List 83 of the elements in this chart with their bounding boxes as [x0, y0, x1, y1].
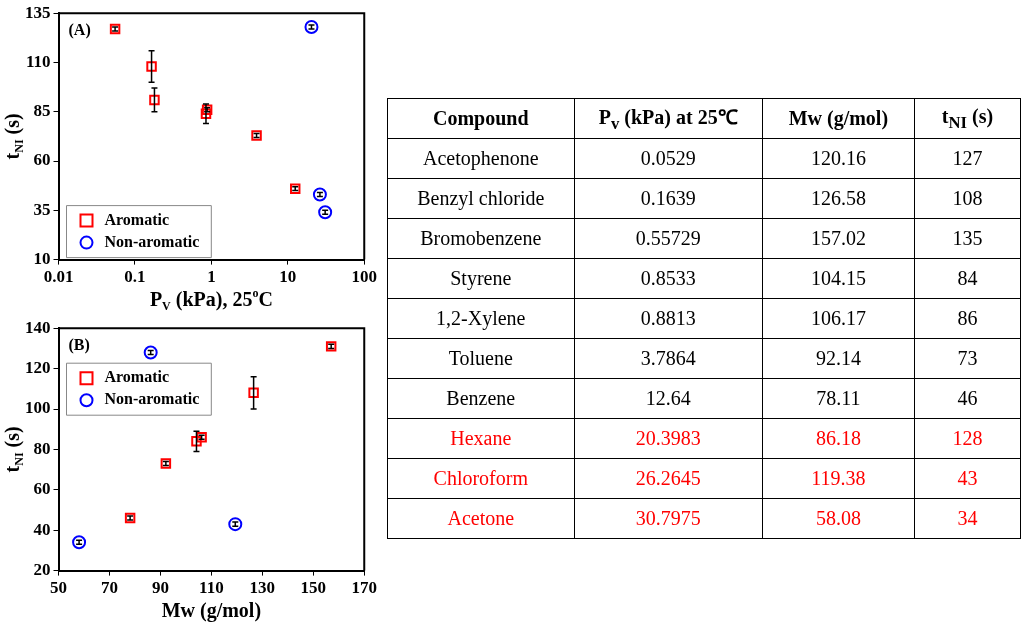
- point: [72, 535, 87, 550]
- text: Hexane: [387, 418, 575, 459]
- category-label: Mw (g/mol): [762, 98, 915, 139]
- x-tick-label: 0.1: [124, 267, 146, 287]
- text: 1,2-Xylene: [387, 298, 575, 339]
- x-tick-label: 170: [351, 578, 377, 598]
- text: 84: [914, 258, 1021, 299]
- text: 58.08: [762, 498, 915, 539]
- text: 135: [914, 218, 1021, 259]
- x-tick-label: 1: [207, 267, 216, 287]
- text: 0.55729: [574, 218, 763, 259]
- point: [143, 345, 158, 360]
- x-tick-label: 10: [279, 267, 297, 287]
- y-tick-label: 35: [33, 199, 51, 219]
- text: 126.58: [762, 178, 915, 219]
- text: 106.17: [762, 298, 915, 339]
- text: Toluene: [387, 338, 575, 379]
- text: 12.64: [574, 378, 763, 419]
- text: 73: [914, 338, 1021, 379]
- text: 120.16: [762, 138, 915, 179]
- x-tick-label: 50: [50, 578, 67, 598]
- text: 78.11: [762, 378, 915, 419]
- y-tick-label: 10: [33, 248, 51, 268]
- x-tick-label: 90: [151, 578, 169, 598]
- y-tick-label: 20: [33, 559, 51, 579]
- x-tick-label: 100: [351, 267, 377, 287]
- text: 0.1639: [574, 178, 763, 219]
- text: 104.15: [762, 258, 915, 299]
- x-tick-label: 130: [249, 578, 276, 598]
- text: 157.02: [762, 218, 915, 259]
- point: [248, 387, 259, 399]
- text: 46: [914, 378, 1021, 419]
- text: 3.7864: [574, 338, 763, 379]
- text: 92.14: [762, 338, 915, 379]
- annotation: (A): [68, 21, 91, 40]
- text: 127: [914, 138, 1021, 179]
- text: 0.8533: [574, 258, 763, 299]
- category-label: t$_{NI}$ (s): [914, 98, 1021, 139]
- legend-label: Aromatic: [104, 210, 170, 228]
- text: Bromobenzene: [387, 218, 575, 259]
- legend-label: Non-aromatic: [104, 390, 200, 408]
- x-axis-title: Mw (g/mol): [161, 599, 262, 623]
- text: 20.3983: [574, 418, 763, 459]
- category-label: Compound: [387, 98, 575, 139]
- y-tick-label: 140: [25, 317, 51, 337]
- y-tick-label: 60: [33, 479, 51, 499]
- text: 26.2645: [574, 458, 763, 499]
- text: 128: [914, 418, 1021, 459]
- x-tick-label: 0.01: [43, 267, 74, 287]
- y-axis-title: tNI (s): [1, 426, 27, 473]
- text: 86: [914, 298, 1021, 339]
- x-tick-label: 150: [300, 578, 327, 598]
- text: 86.18: [762, 418, 915, 459]
- x-tick-label: 110: [199, 578, 224, 598]
- y-tick-label: 120: [25, 357, 51, 377]
- x-tick-label: 70: [100, 578, 118, 598]
- legend-label: Non-aromatic: [104, 232, 200, 250]
- annotation: (B): [68, 336, 90, 355]
- y-tick-label: 85: [33, 101, 51, 121]
- text: 34: [914, 498, 1021, 539]
- text: Styrene: [387, 258, 575, 299]
- y-tick-label: 40: [33, 519, 51, 539]
- y-axis-title: tNI (s): [1, 113, 27, 160]
- text: 108: [914, 178, 1021, 219]
- y-tick-label: 135: [25, 2, 51, 22]
- y-tick-label: 100: [25, 398, 51, 418]
- legend-label: Aromatic: [104, 368, 170, 386]
- text: Benzyl chloride: [387, 178, 575, 219]
- text: Acetophenone: [387, 138, 575, 179]
- text: 43: [914, 458, 1021, 499]
- text: 119.38: [762, 458, 915, 499]
- text: Acetone: [387, 498, 575, 539]
- point: [191, 436, 202, 447]
- text: 30.7975: [574, 498, 763, 539]
- category-label: P$_{v}$ (kPa) at 25℃: [574, 98, 763, 139]
- y-tick-label: 60: [33, 150, 51, 170]
- point: [228, 517, 243, 532]
- y-tick-label: 80: [33, 438, 51, 458]
- text: 0.8813: [574, 298, 763, 339]
- text: Benzene: [387, 378, 575, 419]
- y-tick-label: 110: [25, 51, 51, 71]
- text: 0.0529: [574, 138, 763, 179]
- text: Chloroform: [387, 458, 575, 499]
